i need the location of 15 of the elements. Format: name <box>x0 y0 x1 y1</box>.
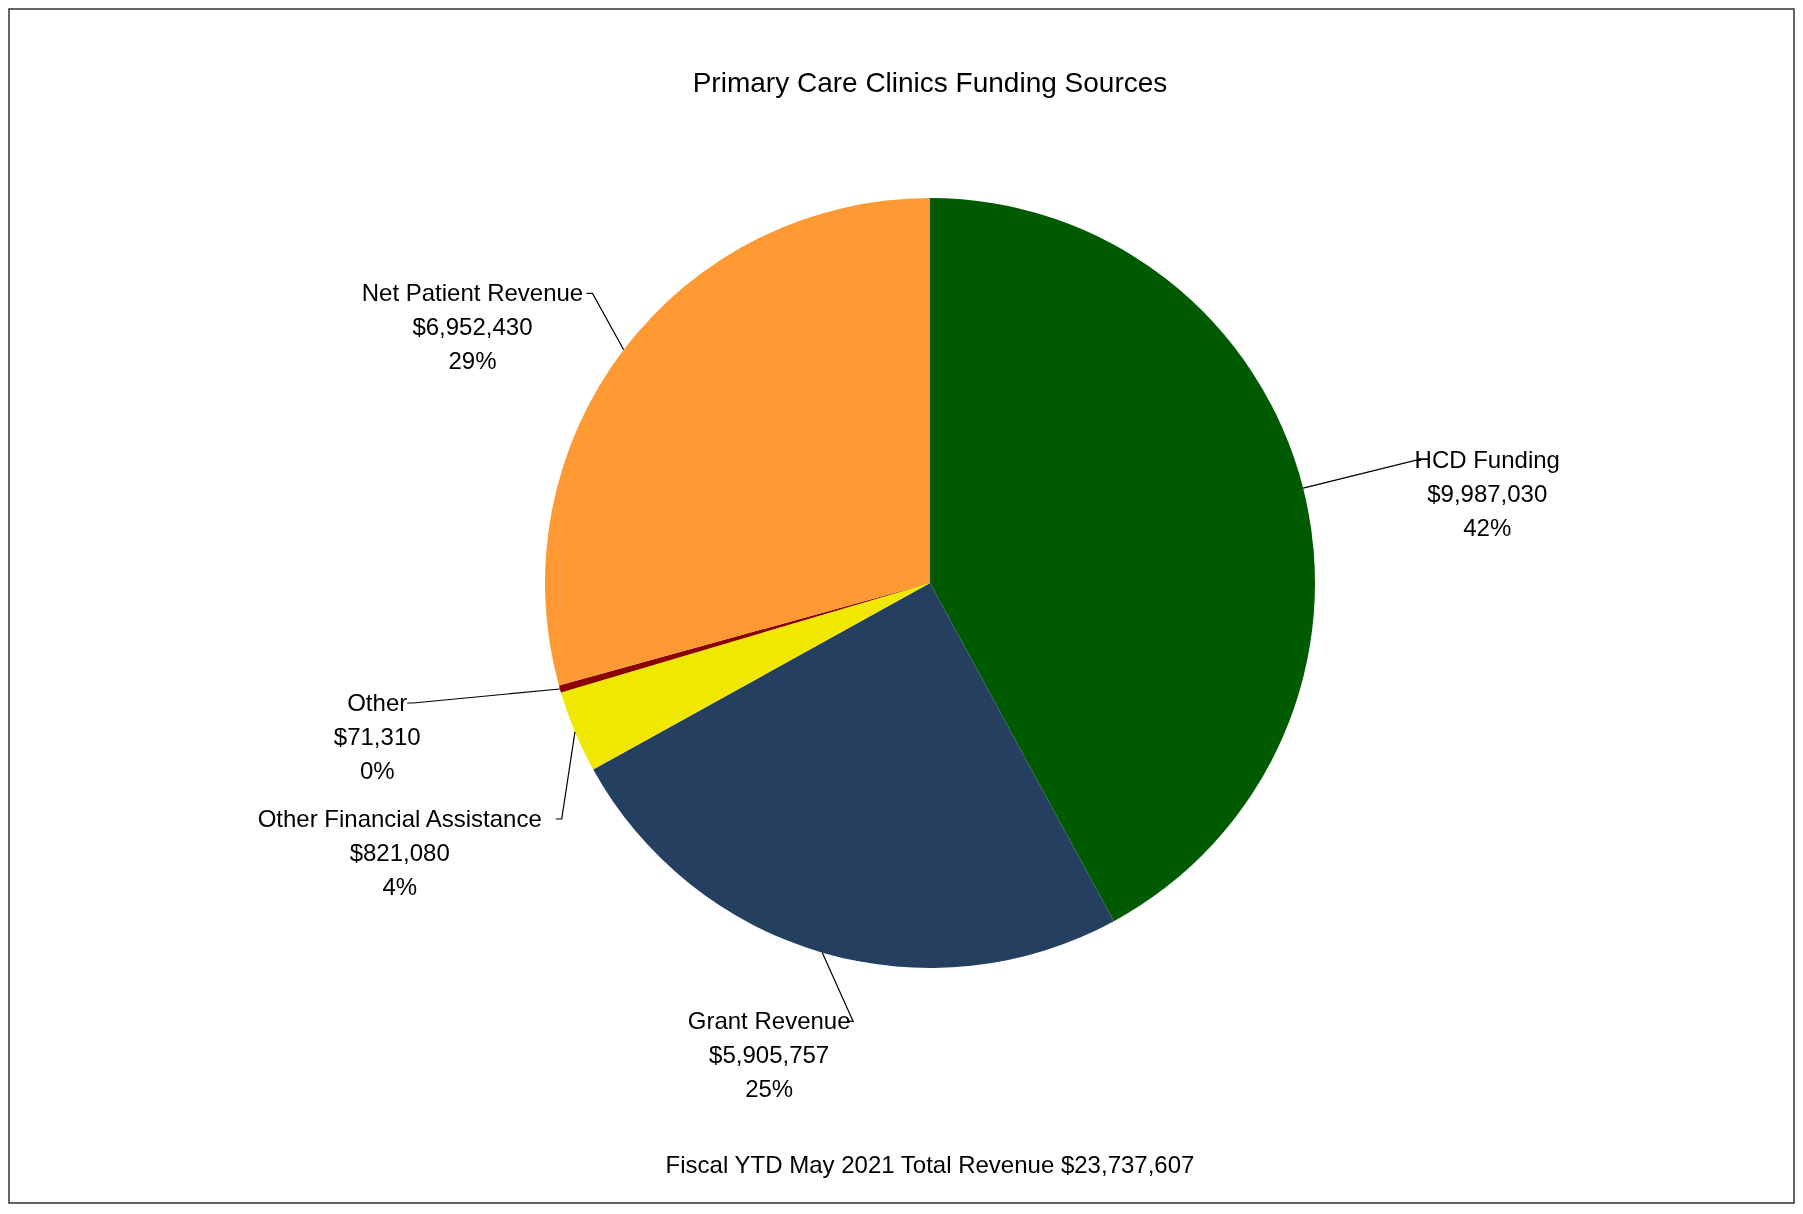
slice-label: Other <box>347 689 408 717</box>
slice-label: HCD Funding <box>1414 446 1560 474</box>
text: Fiscal YTD May 2021 Total Revenue $23,737,607 <box>665 1151 1195 1178</box>
data-label: $9,987,030 42% <box>1427 480 1548 542</box>
data-label: $6,952,430 29% <box>412 313 533 375</box>
pie-slice <box>560 583 930 770</box>
data-label: $5,905,757 25% <box>709 1041 830 1103</box>
pie-slice <box>593 583 1114 968</box>
chart-title: Primary Care Clinics Funding Sources <box>692 67 1168 98</box>
pie-slice <box>930 198 1315 922</box>
data-label: $71,310 0% <box>333 723 421 785</box>
slice-label: Grant Revenue <box>687 1007 851 1035</box>
data-label: $821,080 4% <box>349 839 450 901</box>
slice-label: Net Patient Revenue <box>361 279 584 307</box>
slice-label: Other Financial Assistance <box>257 805 542 833</box>
